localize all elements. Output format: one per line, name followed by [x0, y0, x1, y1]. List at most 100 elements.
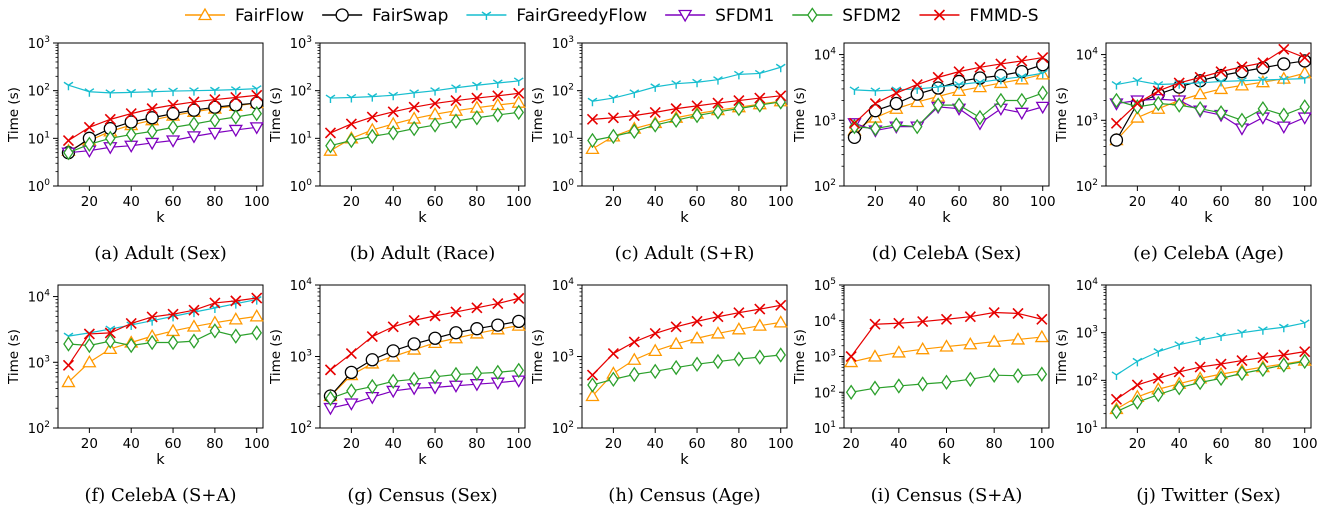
data-point-fmmd-s [345, 118, 357, 130]
data-point-sfdm2 [691, 107, 703, 124]
data-point-fairgreedyflow [126, 88, 137, 98]
x-axis-label: k [156, 452, 165, 468]
data-point-fairgreedyflow [346, 93, 357, 103]
x-tick-label: 40 [385, 436, 402, 452]
x-tick-label: 40 [123, 194, 140, 210]
y-tick-label: 104 [28, 289, 51, 306]
x-axis-label: k [680, 452, 689, 468]
y-tick-label: 102 [290, 420, 312, 437]
series-line-fmmd-s [330, 297, 519, 371]
data-point-fairswap [386, 344, 400, 358]
y-axis-label: Time (s) [1054, 87, 1070, 143]
series-fmmd-s [1110, 346, 1311, 405]
data-point-fmmd-s [83, 328, 95, 340]
data-point-fairflow [915, 341, 930, 355]
data-point-fairswap [187, 103, 201, 117]
series-line-fairgreedyflow [854, 72, 1043, 92]
subfigure-caption: (b) Adult (Race) [350, 243, 496, 264]
x-axis-label: k [418, 210, 427, 226]
x-tick-label: 100 [1292, 194, 1318, 210]
data-point-sfdm2 [63, 144, 74, 161]
data-point-fairgreedyflow [975, 78, 985, 88]
data-point-fmmd-s [146, 103, 158, 115]
data-point-fairgreedyflow [63, 81, 74, 91]
data-point-sfdm2 [325, 390, 336, 407]
data-point-sfdm2 [965, 371, 976, 388]
data-point-fairflow [951, 83, 967, 97]
x-tick-label: 60 [426, 436, 443, 452]
x-tick-label: 40 [1171, 194, 1188, 210]
data-point-fairgreedyflow [409, 89, 420, 98]
chart-panel-5: 102 103 104 20 40 60 80 100 k Time (s) (e) CelebA … [1054, 42, 1318, 264]
data-point-fmmd-s [104, 113, 116, 125]
data-point-sfdm2 [891, 117, 902, 133]
data-point-sfdm2 [869, 380, 881, 396]
data-point-sfdm2 [691, 356, 703, 372]
data-point-fairflow [963, 336, 978, 350]
plot-frame [581, 42, 788, 187]
chart-panel-2: 100 101 102 103 20 40 60 80 100 k Time (s) (b) Adul… [268, 35, 532, 264]
data-point-fairgreedyflow [650, 83, 661, 92]
data-point-fairgreedyflow [84, 88, 95, 97]
data-point-fmmd-s [492, 90, 504, 102]
data-point-sfdm2 [775, 347, 787, 363]
data-point-fmmd-s [1037, 52, 1049, 64]
series-fmmd-s [62, 292, 263, 371]
y-tick-label: 102 [28, 420, 50, 437]
data-point-fmmd-s [1215, 358, 1227, 370]
series-line-fairflow [592, 321, 781, 397]
data-point-fmmd-s [586, 369, 599, 381]
data-point-fairswap [1036, 58, 1050, 72]
data-point-sfdm1 [186, 131, 202, 144]
data-point-fmmd-s [1110, 117, 1123, 129]
y-axis-label: Time (s) [6, 329, 22, 385]
data-point-sfdm2 [1153, 95, 1164, 112]
data-point-sfdm2 [513, 104, 525, 121]
y-tick-label: 103 [290, 349, 312, 366]
data-point-fmmd-s [586, 113, 599, 125]
data-point-fmmd-s [691, 315, 703, 327]
data-point-fairflow [891, 345, 906, 358]
x-tick-label: 20 [343, 194, 360, 210]
data-point-sfdm2 [1173, 379, 1185, 396]
series-line-fairgreedyflow [330, 80, 519, 99]
data-point-fairgreedyflow [168, 87, 178, 97]
data-point-fmmd-s [83, 121, 95, 133]
series-line-fairgreedyflow [592, 66, 781, 102]
data-point-fmmd-s [188, 304, 200, 316]
data-point-fairflow [249, 309, 264, 322]
y-tick-label: 103 [814, 112, 836, 129]
series-line-sfdm1 [854, 106, 1043, 132]
series-line-fairswap [68, 102, 257, 154]
data-point-fmmd-s [691, 100, 703, 112]
x-tick-label: 40 [647, 194, 664, 210]
data-point-fmmd-s [1131, 97, 1143, 110]
series-line-fairgreedyflow [1116, 322, 1305, 376]
series-line-sfdm2 [592, 354, 781, 386]
data-point-fmmd-s [188, 96, 200, 108]
series-line-sfdm1 [330, 380, 519, 409]
data-point-fmmd-s [953, 66, 965, 78]
y-tick-label: 102 [552, 83, 574, 100]
data-point-fmmd-s [733, 94, 745, 107]
data-point-sfdm2 [941, 374, 952, 391]
data-point-fairgreedyflow [1016, 73, 1027, 82]
data-point-fairgreedyflow [1216, 77, 1226, 87]
data-point-sfdm2 [587, 377, 598, 393]
series-fairflow [323, 95, 526, 156]
data-point-fairgreedyflow [388, 91, 399, 101]
data-point-fairflow [1034, 329, 1049, 343]
plot-frame [1105, 42, 1312, 187]
data-point-fairgreedyflow [1153, 80, 1164, 90]
data-point-fmmd-s [917, 315, 929, 328]
data-point-fmmd-s [387, 321, 399, 333]
data-point-sfdm2 [367, 128, 378, 145]
data-point-sfdm2 [188, 333, 200, 349]
data-point-fmmd-s [1016, 55, 1028, 67]
data-point-sfdm2 [953, 97, 965, 113]
data-point-fmmd-s [988, 306, 1000, 319]
series-line-fmmd-s [592, 304, 781, 376]
legend-label-fairflow: FairFlow [235, 6, 304, 26]
data-point-fairgreedyflow [1278, 323, 1289, 333]
y-tick-label: 103 [28, 354, 50, 371]
